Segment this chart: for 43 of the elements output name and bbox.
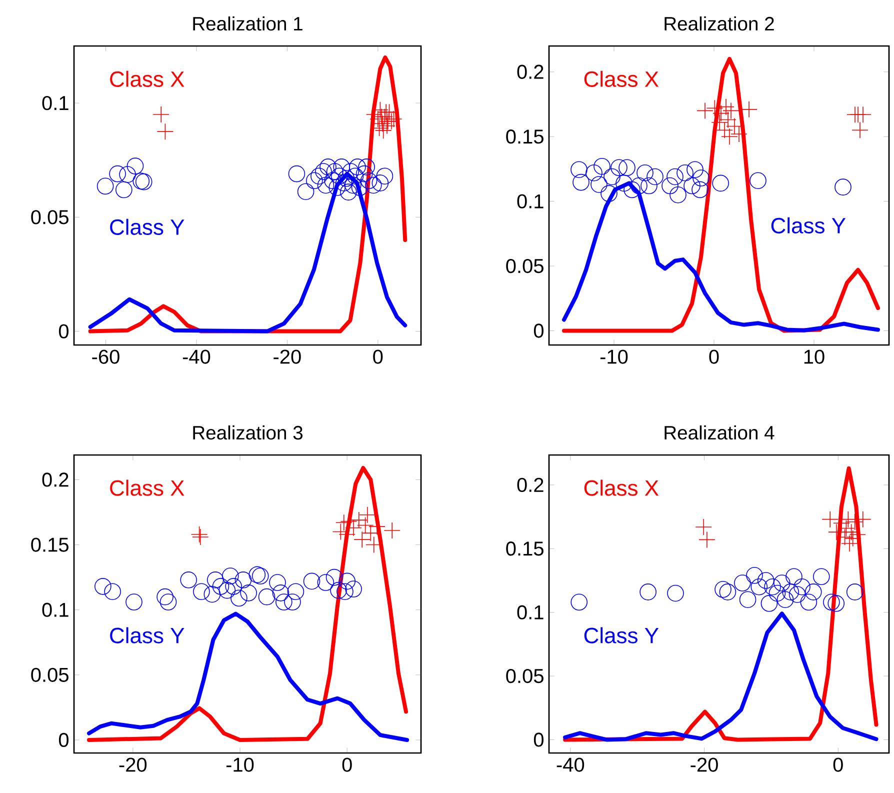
text: Class Y (771, 217, 846, 234)
x-tick-label: -60 (92, 350, 120, 364)
y-tick-label: 0.1 (42, 602, 68, 617)
y-tick-label: 0 (58, 732, 68, 748)
text: Class X (110, 70, 184, 87)
y-tick-label: 0.15 (31, 538, 68, 552)
x-tick-label: -40 (556, 758, 584, 772)
x-tick-label: -20 (119, 758, 147, 772)
text: Class X (110, 480, 184, 496)
x-tick-label: -20 (274, 350, 301, 364)
y-tick-label: 0 (534, 324, 544, 338)
chart-title: Realization 2 (664, 16, 774, 31)
y-tick-label: 0.2 (42, 472, 68, 487)
x-tick-label: -20 (690, 758, 718, 772)
y-tick-label: 0.05 (506, 668, 544, 684)
y-tick-label: 0 (58, 324, 68, 338)
chart-title: Realization 4 (664, 425, 774, 440)
x-tick-label: 0 (373, 350, 383, 364)
x-tick-label: 0 (833, 758, 843, 772)
y-tick-label: 0 (534, 732, 544, 747)
y-tick-label: 0.15 (506, 542, 544, 556)
text: Class X (584, 480, 659, 496)
y-tick-label: 0.15 (506, 130, 544, 144)
chart-title: Realization 1 (193, 16, 302, 31)
series-label: Class Y (110, 627, 184, 644)
y-tick-label: 0.05 (506, 258, 544, 274)
y-tick-label: 0.1 (42, 96, 68, 110)
y-tick-label: 0.2 (517, 64, 544, 79)
text: Class X (584, 70, 659, 87)
x-tick-label: 10 (804, 350, 824, 364)
y-tick-label: 0.1 (517, 605, 544, 620)
text: Class Y (584, 627, 659, 644)
y-tick-label: 0.05 (31, 210, 68, 224)
x-tick-label: 0 (709, 350, 719, 364)
x-tick-label: 0 (342, 758, 352, 772)
x-tick-label: -10 (600, 350, 628, 364)
y-tick-label: 0.05 (31, 668, 68, 682)
x-tick-label: -10 (226, 758, 254, 772)
y-tick-label: 0.2 (517, 478, 544, 492)
y-tick-label: 0.1 (517, 194, 544, 208)
text: Class Y (110, 218, 184, 235)
chart-title: Realization 3 (193, 425, 303, 440)
x-tick-label: -40 (182, 350, 210, 364)
